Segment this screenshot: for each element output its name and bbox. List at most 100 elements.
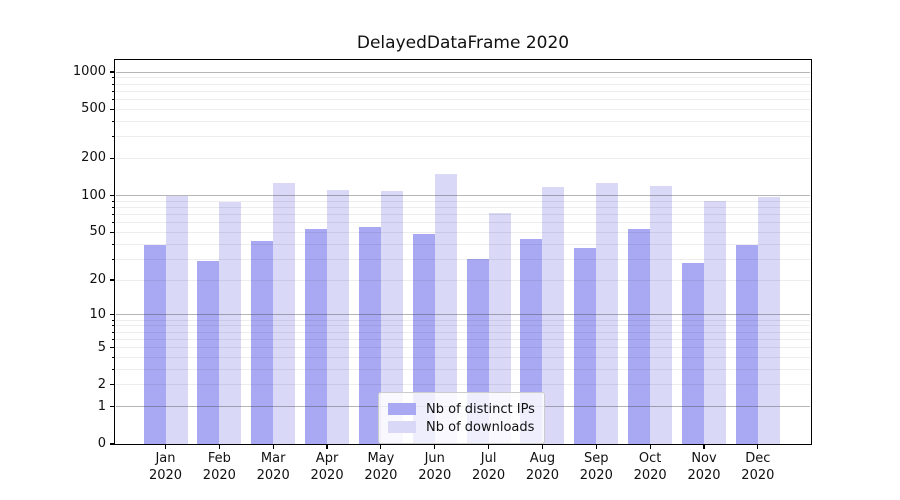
- x-tick-label-jun: Jun 2020: [418, 451, 452, 483]
- y-tick-mark: [110, 314, 115, 316]
- minor-gridline: [116, 356, 810, 358]
- y-tick-label: 100: [81, 187, 106, 203]
- x-tick-mark: [434, 444, 436, 449]
- minor-gridline: [116, 231, 810, 233]
- y-tick-label: 200: [81, 150, 106, 166]
- minor-gridline: [116, 384, 810, 386]
- bar-downloads-jun: [434, 173, 457, 444]
- bar-distinct-ips-apr: [305, 229, 328, 444]
- bar-distinct-ips-may: [358, 227, 381, 444]
- bar-downloads-aug: [542, 187, 565, 444]
- y-minor-tick-mark: [112, 258, 115, 260]
- bar-distinct-ips-mar: [251, 241, 274, 444]
- x-tick-label-mar: Mar 2020: [256, 451, 290, 483]
- minor-gridline: [116, 120, 810, 122]
- minor-gridline: [116, 136, 810, 138]
- minor-gridline: [116, 319, 810, 321]
- y-minor-tick-mark: [112, 136, 115, 138]
- y-minor-tick-mark: [112, 331, 115, 333]
- x-tick-label-may: May 2020: [364, 451, 398, 483]
- y-tick-label: 0: [97, 436, 106, 451]
- minor-gridline: [116, 243, 810, 245]
- x-tick-mark: [703, 444, 705, 449]
- bar-distinct-ips-nov: [682, 262, 704, 444]
- y-minor-tick-mark: [112, 206, 115, 208]
- x-tick-label-jan: Jan 2020: [148, 451, 183, 483]
- minor-gridline: [116, 200, 810, 202]
- y-minor-tick-mark: [112, 338, 115, 340]
- legend-swatch-downloads: [388, 421, 416, 433]
- y-minor-tick-mark: [112, 231, 115, 233]
- x-tick-label-nov: Nov 2020: [687, 451, 721, 483]
- y-tick-label: 1000: [72, 64, 106, 79]
- legend-label-downloads: Nb of downloads: [426, 419, 535, 435]
- y-tick-label: 20: [89, 272, 106, 288]
- y-minor-tick-mark: [112, 243, 115, 245]
- y-tick-label: 50: [89, 224, 106, 240]
- y-tick-mark: [110, 194, 115, 197]
- y-minor-tick-mark: [112, 157, 115, 159]
- major-gridline: [116, 71, 810, 73]
- bar-downloads-apr: [327, 189, 350, 444]
- bar-distinct-ips-jun: [412, 234, 435, 444]
- x-tick-mark: [541, 444, 544, 449]
- y-tick-mark: [110, 71, 115, 73]
- x-tick-mark: [757, 444, 759, 449]
- minor-gridline: [116, 83, 810, 85]
- bar-downloads-jul: [488, 212, 511, 444]
- y-minor-tick-mark: [112, 368, 115, 370]
- y-minor-tick-mark: [112, 319, 115, 321]
- bar-downloads-may: [380, 190, 403, 444]
- minor-gridline: [116, 222, 810, 224]
- bar-downloads-mar: [273, 183, 296, 444]
- minor-gridline: [116, 90, 810, 92]
- minor-gridline: [116, 258, 810, 260]
- y-minor-tick-mark: [112, 347, 115, 349]
- major-gridline: [116, 314, 810, 316]
- x-tick-label-dec: Dec 2020: [741, 451, 775, 483]
- minor-gridline: [116, 213, 810, 215]
- x-tick-label-jul: Jul 2020: [472, 451, 506, 483]
- bar-downloads-jan: [165, 195, 188, 444]
- y-minor-tick-mark: [112, 90, 115, 92]
- y-minor-tick-mark: [112, 222, 115, 224]
- x-tick-mark: [649, 444, 651, 449]
- x-tick-mark: [380, 444, 382, 449]
- x-tick-mark: [164, 444, 167, 449]
- bar-distinct-ips-sep: [574, 248, 597, 444]
- legend-entry-downloads: Nb of downloads: [388, 419, 535, 435]
- minor-gridline: [116, 77, 810, 79]
- y-minor-tick-mark: [112, 83, 115, 85]
- minor-gridline: [116, 325, 810, 327]
- minor-gridline: [116, 331, 810, 333]
- minor-gridline: [116, 368, 810, 370]
- x-tick-mark: [218, 444, 220, 449]
- y-minor-tick-mark: [112, 213, 115, 215]
- x-tick-mark: [272, 444, 274, 449]
- minor-gridline: [116, 338, 810, 340]
- major-gridline: [116, 195, 810, 196]
- x-tick-label-feb: Feb 2020: [202, 451, 236, 483]
- y-minor-tick-mark: [112, 356, 115, 358]
- y-tick-label: 10: [89, 306, 106, 322]
- minor-gridline: [116, 279, 810, 281]
- x-tick-label-oct: Oct 2020: [633, 451, 667, 483]
- minor-gridline: [116, 206, 810, 208]
- bar-distinct-ips-oct: [628, 229, 651, 444]
- y-tick-mark: [110, 406, 115, 408]
- minor-gridline: [116, 157, 810, 159]
- x-tick-mark: [326, 444, 328, 449]
- y-minor-tick-mark: [112, 108, 115, 110]
- bar-downloads-dec: [757, 197, 780, 444]
- bar-downloads-oct: [650, 186, 673, 444]
- y-tick-label: 500: [81, 101, 106, 117]
- y-tick-mark: [110, 443, 115, 445]
- chart-title: DelayedDataFrame 2020: [356, 33, 570, 53]
- y-minor-tick-mark: [112, 77, 115, 79]
- y-tick-label: 2: [97, 376, 106, 392]
- x-tick-label-sep: Sep 2020: [579, 451, 613, 483]
- bar-downloads-nov: [704, 201, 726, 444]
- bar-downloads-feb: [219, 202, 242, 444]
- y-minor-tick-mark: [112, 279, 115, 281]
